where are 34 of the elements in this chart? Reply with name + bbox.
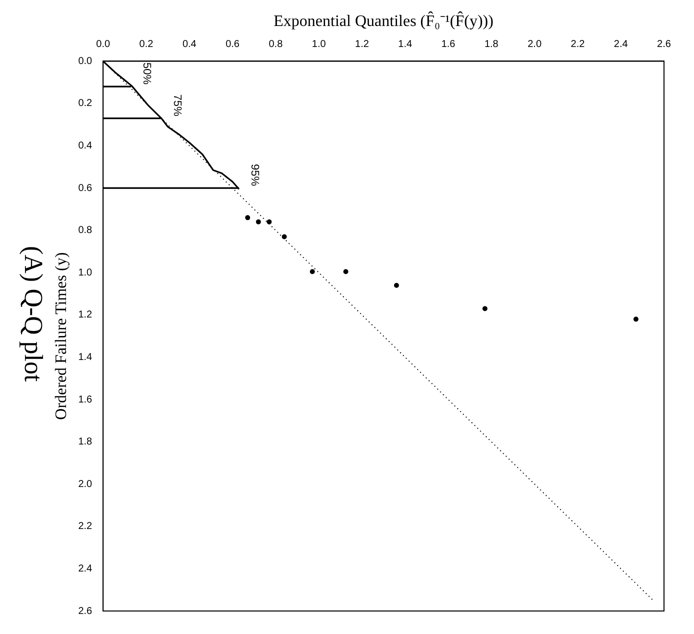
- y-tick-label: 0.4: [78, 140, 93, 152]
- text: (A) Q-Q plot: [18, 246, 48, 382]
- y-tick-label: 0.6: [78, 182, 93, 194]
- y-tick-label: 1.4: [78, 352, 93, 363]
- x-tick-label: 0.8: [268, 38, 284, 50]
- y-tick-label: 1.0: [78, 267, 93, 278]
- y-tick-label: 2.6: [78, 606, 93, 617]
- y-tick-label: 0.8: [78, 225, 93, 236]
- y-axis-title: Ordered Failure Times (y): [52, 252, 70, 420]
- x-tick-label: 0.6: [226, 38, 240, 50]
- x-tick-label: 0.0: [96, 38, 110, 50]
- x-tick-label: 1.4: [398, 38, 413, 50]
- x-tick-label: 2.4: [614, 38, 628, 50]
- y-tick-label: 2.4: [78, 563, 93, 574]
- x-tick-label: 1.0: [312, 38, 326, 50]
- annotation: 75%: [170, 94, 183, 116]
- annotation: 95%: [248, 164, 260, 186]
- y-tick-label: 2.2: [78, 521, 93, 532]
- y-tick-label: 0.2: [78, 98, 93, 110]
- y-tick-label: 1.2: [78, 310, 93, 321]
- y-tick-label: 1.8: [78, 436, 93, 448]
- x-tick-label: 2.6: [657, 38, 672, 50]
- annotation: 50%: [140, 62, 153, 85]
- y-tick-label: 0.0: [78, 56, 93, 67]
- x-tick-label: 1.6: [441, 38, 456, 50]
- y-tick-label: 1.6: [78, 394, 93, 406]
- x-tick-label: 1.2: [355, 38, 370, 50]
- x-tick-label: 1.8: [484, 38, 499, 50]
- x-axis-title: Exponential Quantiles (F̂₀⁻¹(F̂(y))): [274, 10, 494, 30]
- x-tick-label: 2.2: [570, 38, 586, 50]
- x-tick-label: 2.0: [528, 38, 542, 50]
- x-tick-label: 0.2: [139, 38, 154, 50]
- x-tick-label: 0.4: [182, 38, 197, 50]
- y-tick-label: 2.0: [78, 478, 93, 490]
